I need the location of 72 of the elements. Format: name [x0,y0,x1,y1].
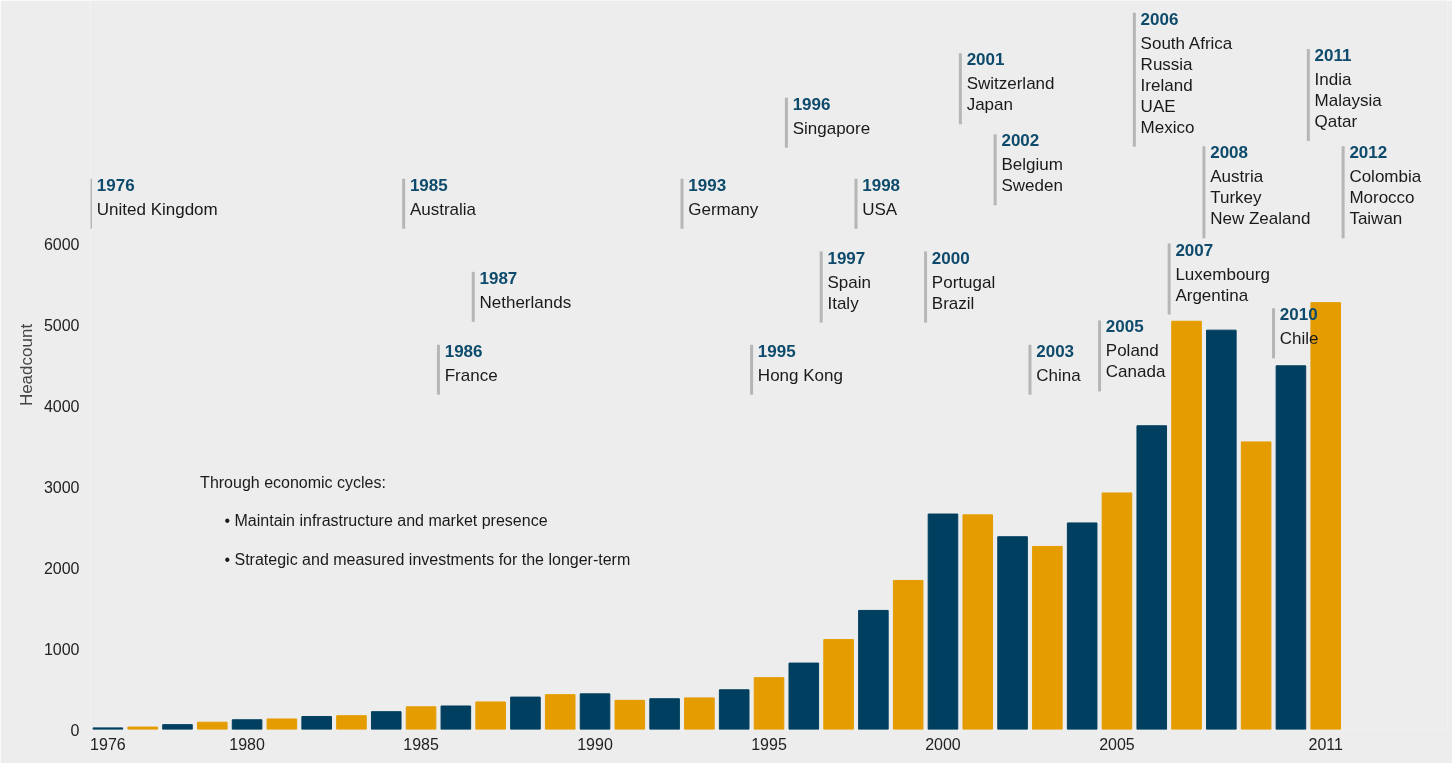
bar [788,662,820,730]
annotation: • Strategic and measured investments for the longer-term [224,550,631,568]
ref-line-label: 1995 Hong Kong [757,341,843,385]
y-axis-title: Headcount [16,323,36,407]
bar [1206,329,1237,730]
ref-line-label: 2001 Switzerland Japan [966,50,1055,115]
y-tick-label: 4000 [43,397,80,415]
bar [1171,320,1202,730]
bar [1136,425,1168,730]
x-tick-label: 2005 [1099,735,1135,753]
bar [1101,492,1133,730]
x-tick-label: 1980 [229,735,265,753]
ref-line-label: 2006 South Africa Russia Ireland UAE Mexico [1140,9,1233,137]
bar [684,697,715,730]
bar [858,609,889,730]
y-tick-label: 3000 [43,478,80,496]
bar [718,689,750,730]
ref-line-label: 1998 USA [862,175,901,219]
y-tick-label: 6000 [43,235,80,253]
annotation: Through economic cycles: [200,473,386,491]
bar [127,726,158,730]
bar [997,536,1028,730]
ref-line-label: 1993 Germany [688,175,759,219]
y-tick-label: 1000 [43,640,80,658]
x-tick-label: 1990 [577,735,613,753]
bar [544,694,576,730]
bar [649,698,680,730]
ref-line-label: 1986 France [444,341,498,385]
bar [440,705,472,730]
x-tick-label: 1985 [403,735,439,753]
x-tick-label: 2011 [1308,735,1344,753]
bar [196,721,228,730]
bar [510,696,541,730]
ref-line-label: 2007 Luxembourg Argentina [1175,240,1270,305]
ref-line-label: 1976 United Kingdom [96,175,218,219]
ref-line-label: 2000 Portugal Brazil [931,248,996,313]
bar [475,701,506,730]
bar [231,719,263,730]
ref-line-label: 1997 Spain Italy [827,248,871,313]
ref-line-label: 2012 Colombia Morocco Taiwan [1349,143,1422,229]
ref-line-label: 2011 India Malaysia Qatar [1314,46,1383,132]
ref-line-label: 2003 China [1036,341,1082,385]
annotation: • Maintain infrastructure and market presence [224,512,548,530]
ref-line-label: 1985 Australia [409,175,477,219]
bar [579,693,611,730]
bar [370,711,402,730]
y-tick-label: 5000 [43,316,80,334]
bar [1240,441,1272,730]
ref-line-label: 2005 Poland Canada [1105,317,1166,382]
bar [266,718,298,730]
bar [1275,365,1307,730]
x-tick-label: 1976 [90,735,126,753]
bar [162,724,193,730]
y-tick-label: 2000 [43,559,80,577]
bar [336,715,367,730]
bar [614,699,646,730]
bar [892,579,924,730]
bar [753,677,785,730]
bar [405,706,437,730]
bar [1066,522,1098,730]
bar [1032,545,1063,730]
x-tick-label: 2000 [925,735,961,753]
x-tick-label: 1995 [751,735,787,753]
bar [823,639,854,730]
bar [962,514,994,730]
bar [301,716,332,730]
bar [927,513,959,730]
y-tick-label: 0 [70,721,80,739]
ref-line-label: 1996 Singapore [792,94,871,138]
ref-line-label: 2002 Belgium Sweden [1001,131,1063,196]
ref-line-label: 2008 Austria Turkey New Zealand [1210,143,1311,229]
ref-line-label: 1987 Netherlands [479,268,572,312]
